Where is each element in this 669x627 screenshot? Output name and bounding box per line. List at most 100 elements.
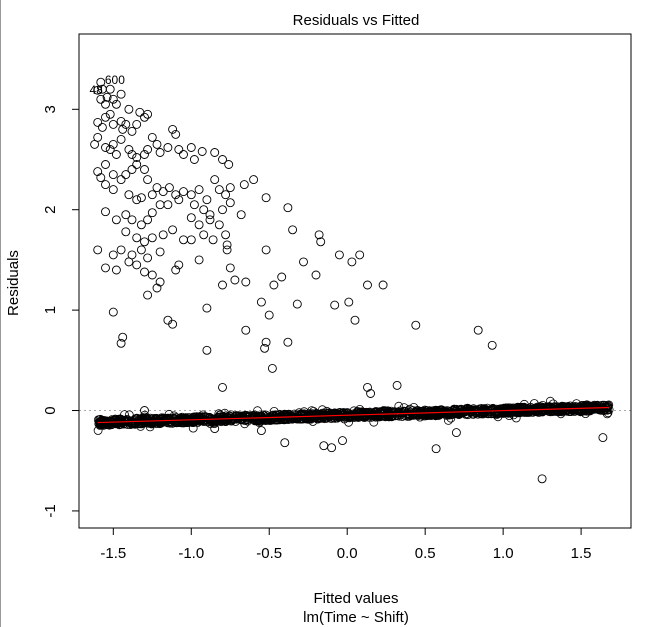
residual-point [473, 325, 483, 335]
residual-point [214, 185, 224, 195]
residual-point [143, 253, 153, 263]
residual-point [363, 280, 372, 290]
band-point [221, 415, 231, 425]
band-point [150, 415, 160, 425]
residual-point [124, 190, 134, 200]
band-point [366, 411, 376, 421]
residual-point [239, 180, 249, 190]
residual-point [164, 183, 174, 193]
lowess-smoother [97, 406, 610, 424]
band-point [157, 417, 166, 427]
residual-point [487, 340, 497, 350]
band-point [97, 416, 107, 426]
residual-point [179, 150, 188, 159]
residual-point [168, 124, 178, 134]
residual-point [179, 235, 188, 245]
band-point [449, 408, 459, 418]
band-point [198, 412, 208, 422]
x-axis-label: Fitted values [313, 590, 398, 607]
y-tick-label: 2 [42, 206, 59, 214]
residual-point [111, 265, 121, 275]
band-point [358, 407, 368, 417]
residual-point [218, 205, 227, 215]
residual-point [127, 165, 137, 174]
residual-point [199, 230, 209, 240]
residual-point [431, 444, 441, 454]
band-point [443, 415, 453, 425]
residual-point [194, 185, 204, 195]
band-point [334, 408, 344, 417]
residual-point [97, 122, 107, 132]
residual-point [96, 173, 106, 183]
residual-point [132, 119, 142, 129]
band-point [580, 401, 589, 411]
y-axis-label: Residuals [5, 250, 22, 316]
band-point [135, 418, 145, 428]
band-point [110, 414, 120, 424]
residual-point [136, 220, 146, 230]
residual-point [132, 153, 142, 162]
x-tick-label: -1.0 [178, 545, 204, 562]
band-point [284, 410, 294, 420]
residual-point [283, 203, 293, 213]
x-tick-label: 1.0 [493, 545, 514, 562]
residual-point [241, 277, 251, 287]
band-point [419, 409, 429, 419]
band-point [494, 408, 504, 418]
band-point [315, 413, 325, 423]
residual-point [155, 277, 165, 287]
band-point [553, 406, 563, 416]
residual-point [267, 363, 277, 373]
band-point [282, 410, 292, 420]
y-tick-label: 0 [42, 406, 59, 414]
residual-point [347, 257, 357, 267]
residual-point [152, 183, 162, 193]
band-point [387, 411, 397, 421]
residual-point [344, 297, 354, 307]
band-point [602, 405, 612, 415]
residual-point [140, 112, 149, 122]
residual-point [143, 290, 153, 300]
residual-point [124, 104, 134, 114]
residual-point [121, 170, 131, 180]
residual-point [261, 193, 271, 203]
residual-point [116, 338, 126, 348]
band-point [161, 415, 171, 425]
band-point [489, 409, 499, 419]
residual-point [241, 325, 251, 335]
band-point [364, 409, 374, 419]
residual-point [171, 265, 181, 275]
band-point [573, 402, 583, 412]
residual-point [118, 124, 128, 134]
band-point [545, 396, 555, 406]
band-point [559, 402, 569, 412]
residual-point [132, 160, 142, 169]
residual-point [93, 85, 103, 95]
residual-point [218, 382, 227, 392]
band-point [275, 415, 285, 425]
residual-point [152, 139, 162, 149]
band-point [462, 405, 472, 414]
residual-point [116, 89, 126, 99]
band-point [501, 403, 511, 413]
residual-point [132, 233, 142, 243]
residual-point [168, 225, 178, 235]
band-point [303, 409, 313, 419]
residual-point [174, 260, 184, 270]
residual-point [202, 345, 212, 355]
residual-point [218, 155, 227, 164]
band-point [515, 404, 525, 414]
residual-point [334, 250, 344, 260]
band-point [247, 412, 257, 422]
band-point [487, 404, 497, 414]
band-point [511, 403, 521, 413]
residual-point [155, 247, 165, 257]
residual-point [260, 343, 270, 353]
band-point [572, 399, 581, 409]
smoother-line [97, 406, 610, 424]
residual-point [316, 237, 326, 247]
residual-point [111, 215, 121, 225]
residual-point [116, 175, 126, 185]
residual-point [101, 143, 110, 152]
band-point [221, 416, 231, 426]
